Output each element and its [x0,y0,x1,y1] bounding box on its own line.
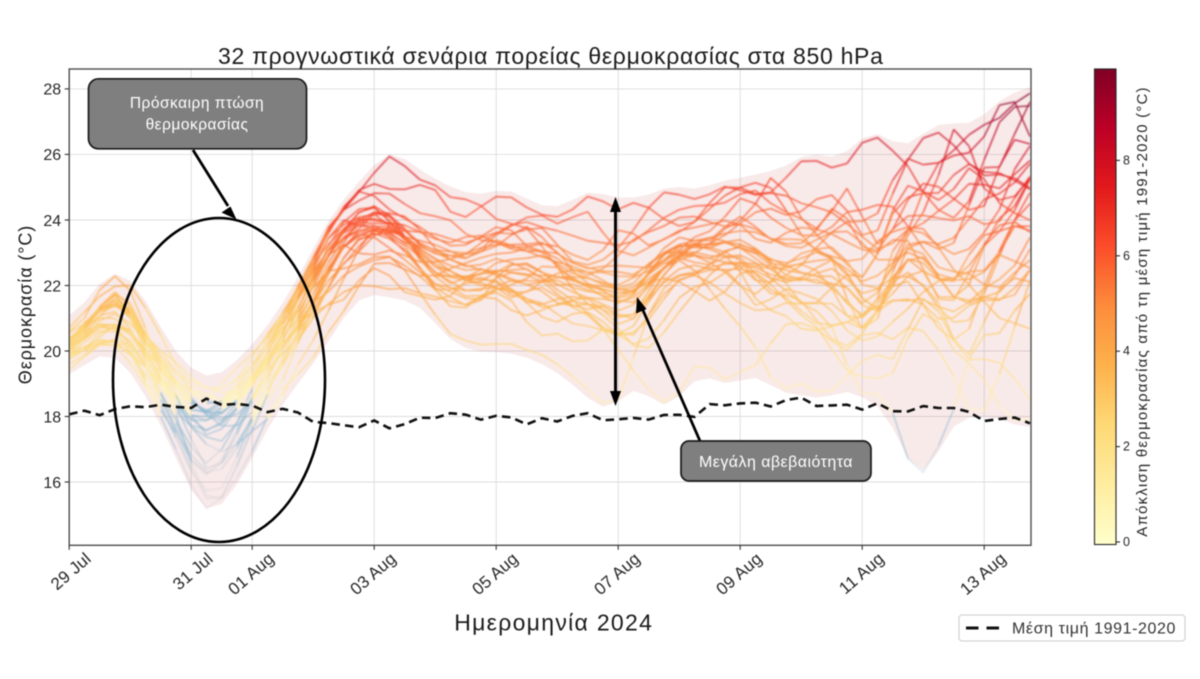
svg-text:16: 16 [43,475,61,492]
svg-text:Μέση τιμή 1991-2020: Μέση τιμή 1991-2020 [1012,621,1176,638]
svg-text:Πρόσκαιρη πτώση: Πρόσκαιρη πτώση [130,95,264,112]
svg-text:26: 26 [43,147,61,164]
svg-text:2: 2 [1123,440,1130,454]
svg-text:Μεγάλη αβεβαιότητα: Μεγάλη αβεβαιότητα [699,454,853,471]
svg-text:32 προγνωστικά σενάρια πορείας: 32 προγνωστικά σενάρια πορείας θερμοκρασ… [218,43,884,69]
svg-text:0: 0 [1123,535,1130,549]
svg-text:Ημερομηνία 2024: Ημερομηνία 2024 [454,610,653,636]
svg-text:18: 18 [43,409,61,426]
svg-text:Θερμοκρασία (°C): Θερμοκρασία (°C) [16,225,36,384]
svg-text:28: 28 [43,82,61,99]
svg-text:4: 4 [1123,344,1130,358]
svg-text:6: 6 [1123,249,1130,263]
svg-text:24: 24 [43,213,61,230]
svg-text:θερμοκρασίας: θερμοκρασίας [146,117,249,134]
svg-text:Απόκλιση θερμοκρασίας από τη μ: Απόκλιση θερμοκρασίας από τη μέση τιμή 1… [1134,86,1151,537]
svg-text:22: 22 [43,278,61,295]
svg-text:8: 8 [1123,153,1130,167]
svg-text:20: 20 [43,344,61,361]
